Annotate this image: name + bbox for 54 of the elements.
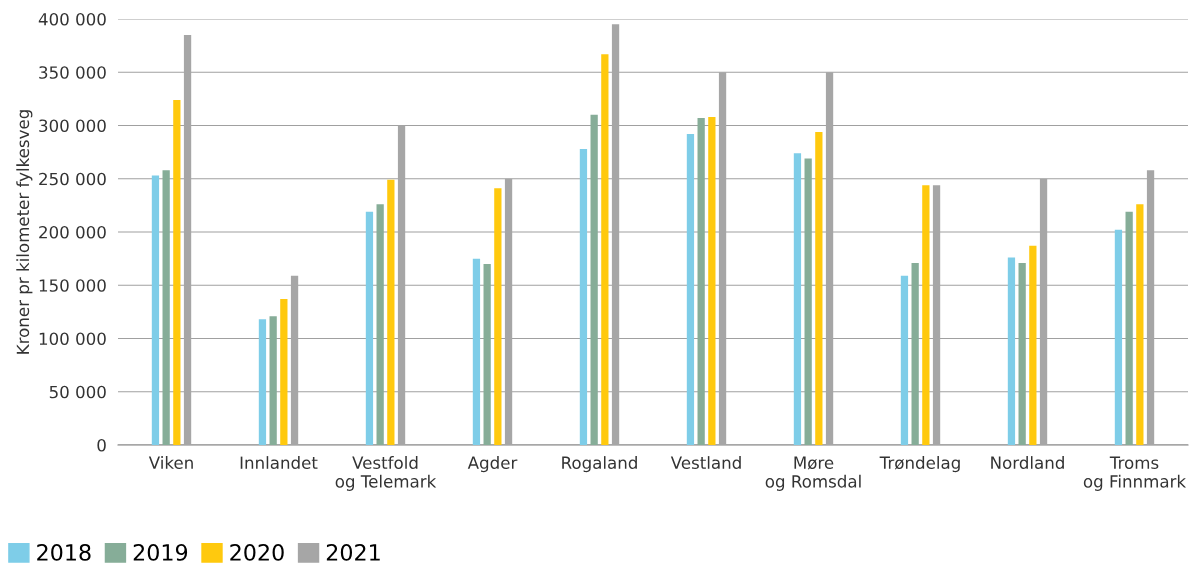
x-tick-label: Innlandet: [240, 456, 318, 470]
y-tick-label: 250 000: [39, 172, 106, 186]
bar: [804, 158, 812, 445]
x-tick-label: Troms og Finnmark: [1083, 456, 1187, 491]
y-tick-label: 350 000: [39, 66, 106, 79]
bar: [483, 263, 491, 445]
bar: [365, 211, 374, 445]
legend-label: 2018: [37, 544, 91, 561]
x-tick-label: Møre og Romsdal: [765, 456, 861, 491]
bar: [922, 185, 930, 445]
y-axis-title: Kroner pr kilometer fylkesveg: [16, 110, 33, 354]
x-tick-label: Vestland: [670, 456, 741, 470]
legend-label: 2020: [230, 544, 284, 561]
bar: [708, 116, 716, 445]
bar: [815, 131, 823, 445]
bar: [911, 262, 919, 445]
y-tick-label: 200 000: [39, 225, 106, 239]
bar: [686, 134, 695, 445]
bar: [258, 319, 267, 445]
bar: [472, 258, 481, 445]
bar: [590, 114, 598, 445]
bar: [900, 275, 909, 445]
bar: [376, 204, 384, 445]
bar: [151, 175, 160, 445]
legend-label: 2019: [133, 544, 188, 561]
x-tick-label: Nordland: [991, 456, 1064, 470]
bar: [1125, 211, 1133, 445]
x-tick-label: Rogaland: [562, 456, 637, 473]
bar: [1029, 245, 1037, 445]
y-tick-label: 100 000: [39, 332, 106, 346]
y-tick-label: 300 000: [39, 119, 106, 133]
y-tick-label: 400 000: [38, 12, 106, 26]
legend-label: 2021: [326, 544, 380, 561]
bar: [793, 153, 802, 445]
bar: [601, 54, 609, 445]
bar: [697, 118, 705, 445]
bar: [280, 299, 288, 445]
bar: [162, 170, 170, 445]
x-tick-label: Vestfold og Telemark: [335, 456, 437, 491]
y-tick-label: 0: [97, 438, 106, 452]
bar: [173, 99, 181, 445]
bar: [1114, 229, 1123, 445]
bar: [269, 316, 277, 445]
bar: [579, 148, 588, 445]
x-tick-label: Viken: [148, 456, 193, 470]
bar: [387, 179, 395, 445]
y-tick-label: 50 000: [49, 385, 106, 399]
x-tick-label: Trøndelag: [879, 456, 960, 473]
bar: [1136, 204, 1144, 445]
y-tick-label: 150 000: [39, 279, 106, 292]
bar: [1018, 262, 1026, 445]
x-tick-label: Agder: [467, 456, 518, 473]
bar: [1007, 257, 1016, 445]
bar: [494, 188, 502, 445]
